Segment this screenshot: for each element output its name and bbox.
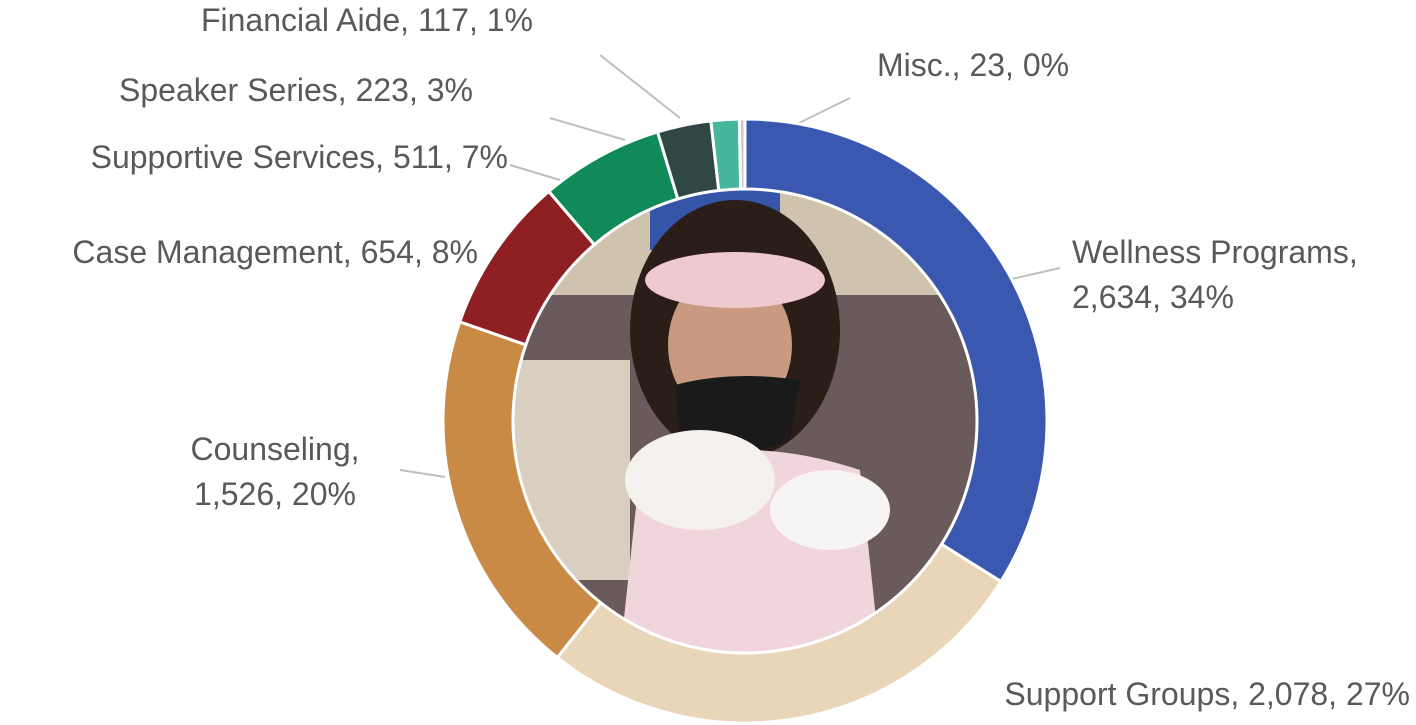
data-label-line: 2,634, 34%: [1072, 279, 1234, 315]
donut-slice: [555, 542, 1003, 725]
data-label: Supportive Services, 511, 7%: [91, 139, 508, 175]
data-label-line: Case Management, 654, 8%: [72, 234, 478, 270]
data-label-line: Financial Aide, 117, 1%: [201, 2, 533, 38]
data-label-line: Support Groups, 2,078, 27%: [1004, 676, 1410, 712]
data-label-line: Counseling,: [191, 431, 360, 467]
data-label-line: Supportive Services, 511, 7%: [91, 139, 508, 175]
data-label-line: Speaker Series, 223, 3%: [119, 72, 473, 108]
data-label: Wellness Programs, 2,634, 34%: [1072, 234, 1358, 315]
donut-slice: [743, 117, 1049, 584]
data-label: Counseling, 1,526, 20%: [191, 431, 360, 512]
data-label: Support Groups, 2,078, 27%: [1004, 676, 1410, 712]
data-label: Case Management, 654, 8%: [72, 234, 478, 270]
data-label-line: Misc., 23, 0%: [877, 47, 1069, 83]
data-label: Speaker Series, 223, 3%: [119, 72, 473, 108]
leader-lines: [399, 54, 1061, 478]
donut-slice: [737, 117, 747, 191]
data-label: Financial Aide, 117, 1%: [201, 2, 533, 38]
data-label: Misc., 23, 0%: [877, 47, 1069, 83]
data-label-line: 1,526, 20%: [194, 476, 356, 512]
data-label-line: Wellness Programs,: [1072, 234, 1358, 270]
